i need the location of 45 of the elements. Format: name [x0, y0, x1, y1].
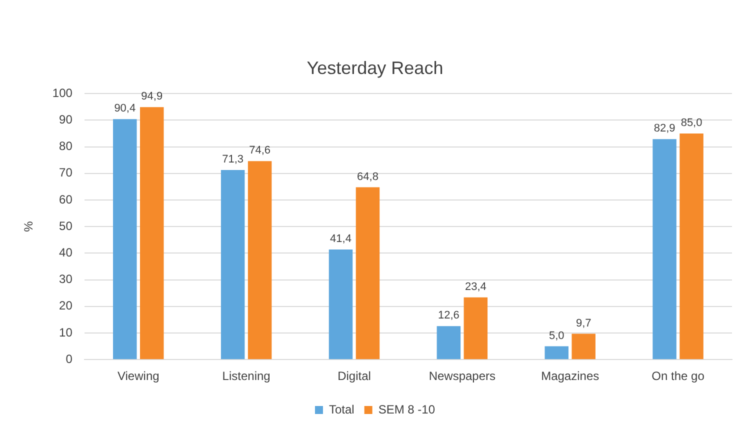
x-tick-label: Magazines	[541, 369, 600, 384]
y-tick-label: 90	[59, 112, 73, 127]
data-label: 64,8	[357, 170, 378, 183]
chart-title: Yesterday Reach	[306, 58, 444, 78]
y-tick-label: 80	[59, 139, 73, 154]
data-label: 41,4	[330, 233, 352, 246]
y-tick-label: 0	[66, 352, 73, 366]
y-tick-label: 10	[59, 325, 73, 340]
data-label: 94,9	[141, 90, 163, 103]
legend-label: Total	[328, 402, 354, 416]
data-label: 74,6	[249, 144, 271, 157]
bar	[544, 346, 568, 360]
data-label: 12,6	[438, 310, 460, 322]
y-tick-label: 30	[59, 272, 73, 286]
bar	[356, 187, 380, 360]
y-tick-label: 60	[59, 192, 73, 206]
bar	[572, 334, 596, 360]
bar	[436, 326, 461, 360]
bar	[328, 249, 353, 360]
x-tick-label: Digital	[338, 369, 371, 384]
x-tick-label: Newspapers	[428, 369, 496, 384]
y-tick-label: 100	[52, 86, 73, 100]
x-tick-label: Viewing	[117, 369, 160, 384]
data-label: 23,4	[464, 280, 486, 293]
data-label: 82,9	[654, 122, 676, 135]
data-label: 71,3	[222, 153, 244, 166]
y-tick-label: 50	[59, 218, 73, 233]
bar	[248, 161, 272, 360]
data-label: 90,4	[114, 102, 136, 115]
y-tick-label: 20	[59, 298, 73, 313]
bar	[113, 119, 137, 360]
x-tick-label: On the go	[652, 369, 705, 384]
x-tick-label: Listening	[222, 369, 270, 384]
bar	[140, 107, 164, 360]
y-tick-label: 70	[59, 166, 73, 180]
data-label: 5,0	[548, 330, 564, 342]
y-axis-title: %	[22, 220, 36, 232]
bar	[652, 139, 676, 360]
data-label: 9,7	[576, 317, 592, 330]
y-tick-label: 40	[59, 246, 73, 260]
data-label: 85,0	[680, 117, 702, 130]
bar	[220, 170, 245, 360]
bar	[680, 134, 704, 360]
bar	[464, 297, 488, 360]
legend-label: SEM 8 -10	[378, 402, 436, 416]
